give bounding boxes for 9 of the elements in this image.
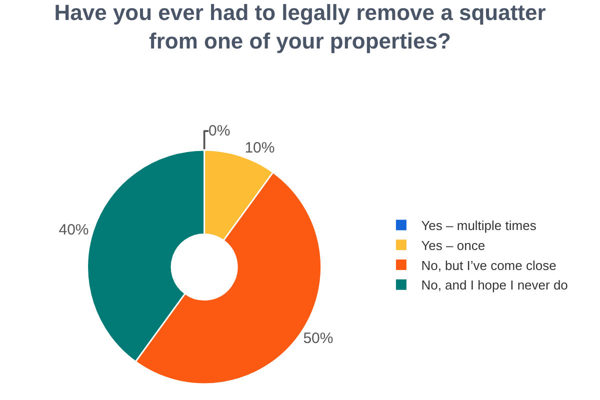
data-label: 10% [244, 140, 275, 157]
legend-label: Yes – once [421, 238, 486, 253]
chart-title: Have you ever had to legally remove a squatter from one of your properties? [54, 0, 546, 54]
text: 0% [208, 122, 230, 140]
legend-label: Yes – multiple times [421, 218, 537, 234]
legend-label: No, but I’ve come close [421, 258, 556, 273]
legend-label: No, and I hope I never do [421, 278, 568, 293]
data-label: 40% [58, 222, 89, 239]
data-label: 50% [303, 330, 334, 348]
